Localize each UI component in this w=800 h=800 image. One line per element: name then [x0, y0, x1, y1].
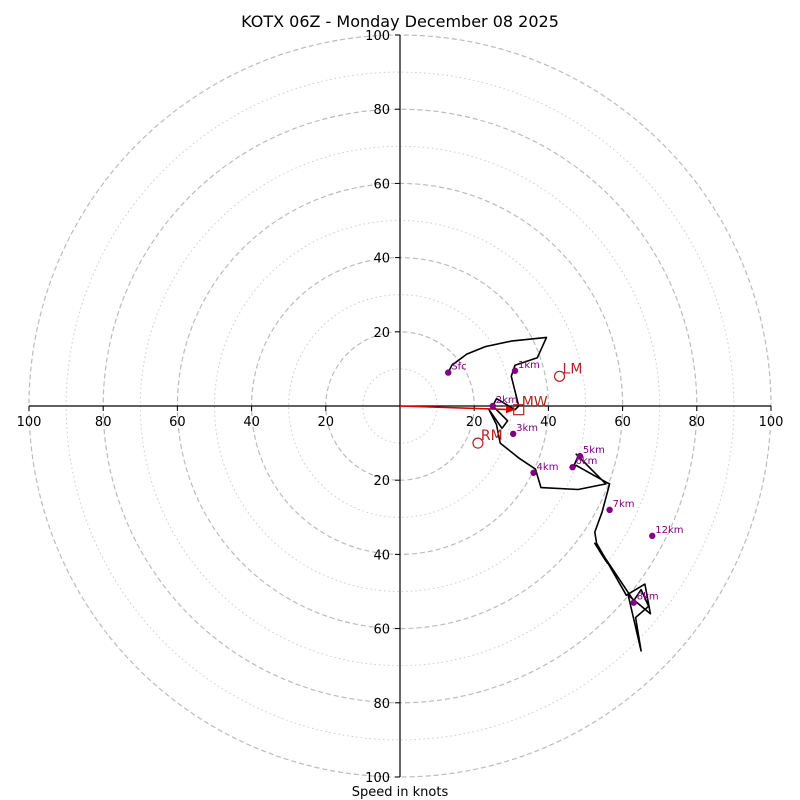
level-marker-2km — [489, 402, 496, 410]
tick-label-right-100: 100 — [759, 415, 784, 430]
tick-label-left-60: 60 — [169, 415, 186, 430]
chart-title: KOTX 06Z - Monday December 08 2025 — [241, 12, 559, 31]
storm-motion-label-mw: MW — [522, 395, 548, 411]
level-label-12km: 12km — [655, 525, 683, 536]
storm-motion-marker-mw — [513, 404, 525, 416]
level-marker-4km — [530, 469, 537, 476]
level-label-sfc: Sfc — [451, 362, 466, 373]
tick-label-down-100: 100 — [365, 771, 390, 786]
tick-label-down-20: 20 — [373, 474, 390, 489]
tick-label-down-60: 60 — [373, 623, 390, 638]
shear-vector-line — [399, 405, 516, 411]
level-marker-6km — [569, 464, 576, 471]
level-label-4km: 4km — [537, 462, 559, 473]
storm-motion-marker-rm — [472, 437, 484, 449]
tick-label-left-100: 100 — [17, 415, 42, 430]
level-label-2km: 2km — [496, 395, 518, 406]
level-label-7km: 7km — [613, 499, 635, 510]
storm-motion-label-rm: RM — [481, 428, 503, 444]
level-label-5km: 5km — [583, 445, 605, 456]
level-marker-12km — [649, 532, 656, 540]
level-marker-5km — [576, 452, 584, 460]
tick-label-up-60: 60 — [373, 177, 390, 192]
tick-label-up-20: 20 — [373, 326, 390, 341]
level-label-8km: 8km — [637, 592, 659, 603]
tick-label-left-20: 20 — [318, 415, 335, 430]
tick-label-right-80: 80 — [689, 415, 706, 430]
storm-motion-label-lm: LM — [563, 361, 583, 377]
level-marker-8km — [630, 599, 637, 606]
level-label-6km: 6km — [576, 456, 598, 467]
tick-label-left-40: 40 — [243, 415, 260, 430]
storm-motion-marker-lm — [553, 370, 566, 382]
tick-label-right-20: 20 — [466, 415, 483, 430]
level-label-3km: 3km — [516, 423, 538, 434]
tick-label-up-80: 80 — [373, 103, 390, 118]
tick-label-down-40: 40 — [373, 548, 390, 563]
shear-vector — [399, 405, 516, 414]
shear-vector-arrowhead — [505, 405, 516, 414]
tick-label-right-60: 60 — [614, 415, 631, 430]
tick-label-left-80: 80 — [95, 415, 112, 430]
level-marker-3km — [509, 430, 517, 438]
level-marker-7km — [606, 506, 613, 514]
tick-label-up-100: 100 — [365, 29, 390, 44]
x-axis-label: Speed in knots — [352, 785, 449, 800]
tick-label-down-80: 80 — [373, 697, 390, 712]
level-label-1km: 1km — [518, 360, 540, 371]
tick-label-up-40: 40 — [373, 252, 390, 267]
hodograph-trace — [447, 336, 652, 652]
tick-labels: 20 20 20 20 40 40 40 40 60 60 60 60 80 80 80 80 100 100 10… — [17, 29, 784, 786]
level-marker-sfc — [445, 369, 452, 376]
level-marker-1km — [511, 367, 519, 374]
tick-label-right-40: 40 — [540, 415, 557, 430]
wind-profile — [447, 336, 652, 652]
storm-motions: LM MW RM — [472, 361, 583, 449]
